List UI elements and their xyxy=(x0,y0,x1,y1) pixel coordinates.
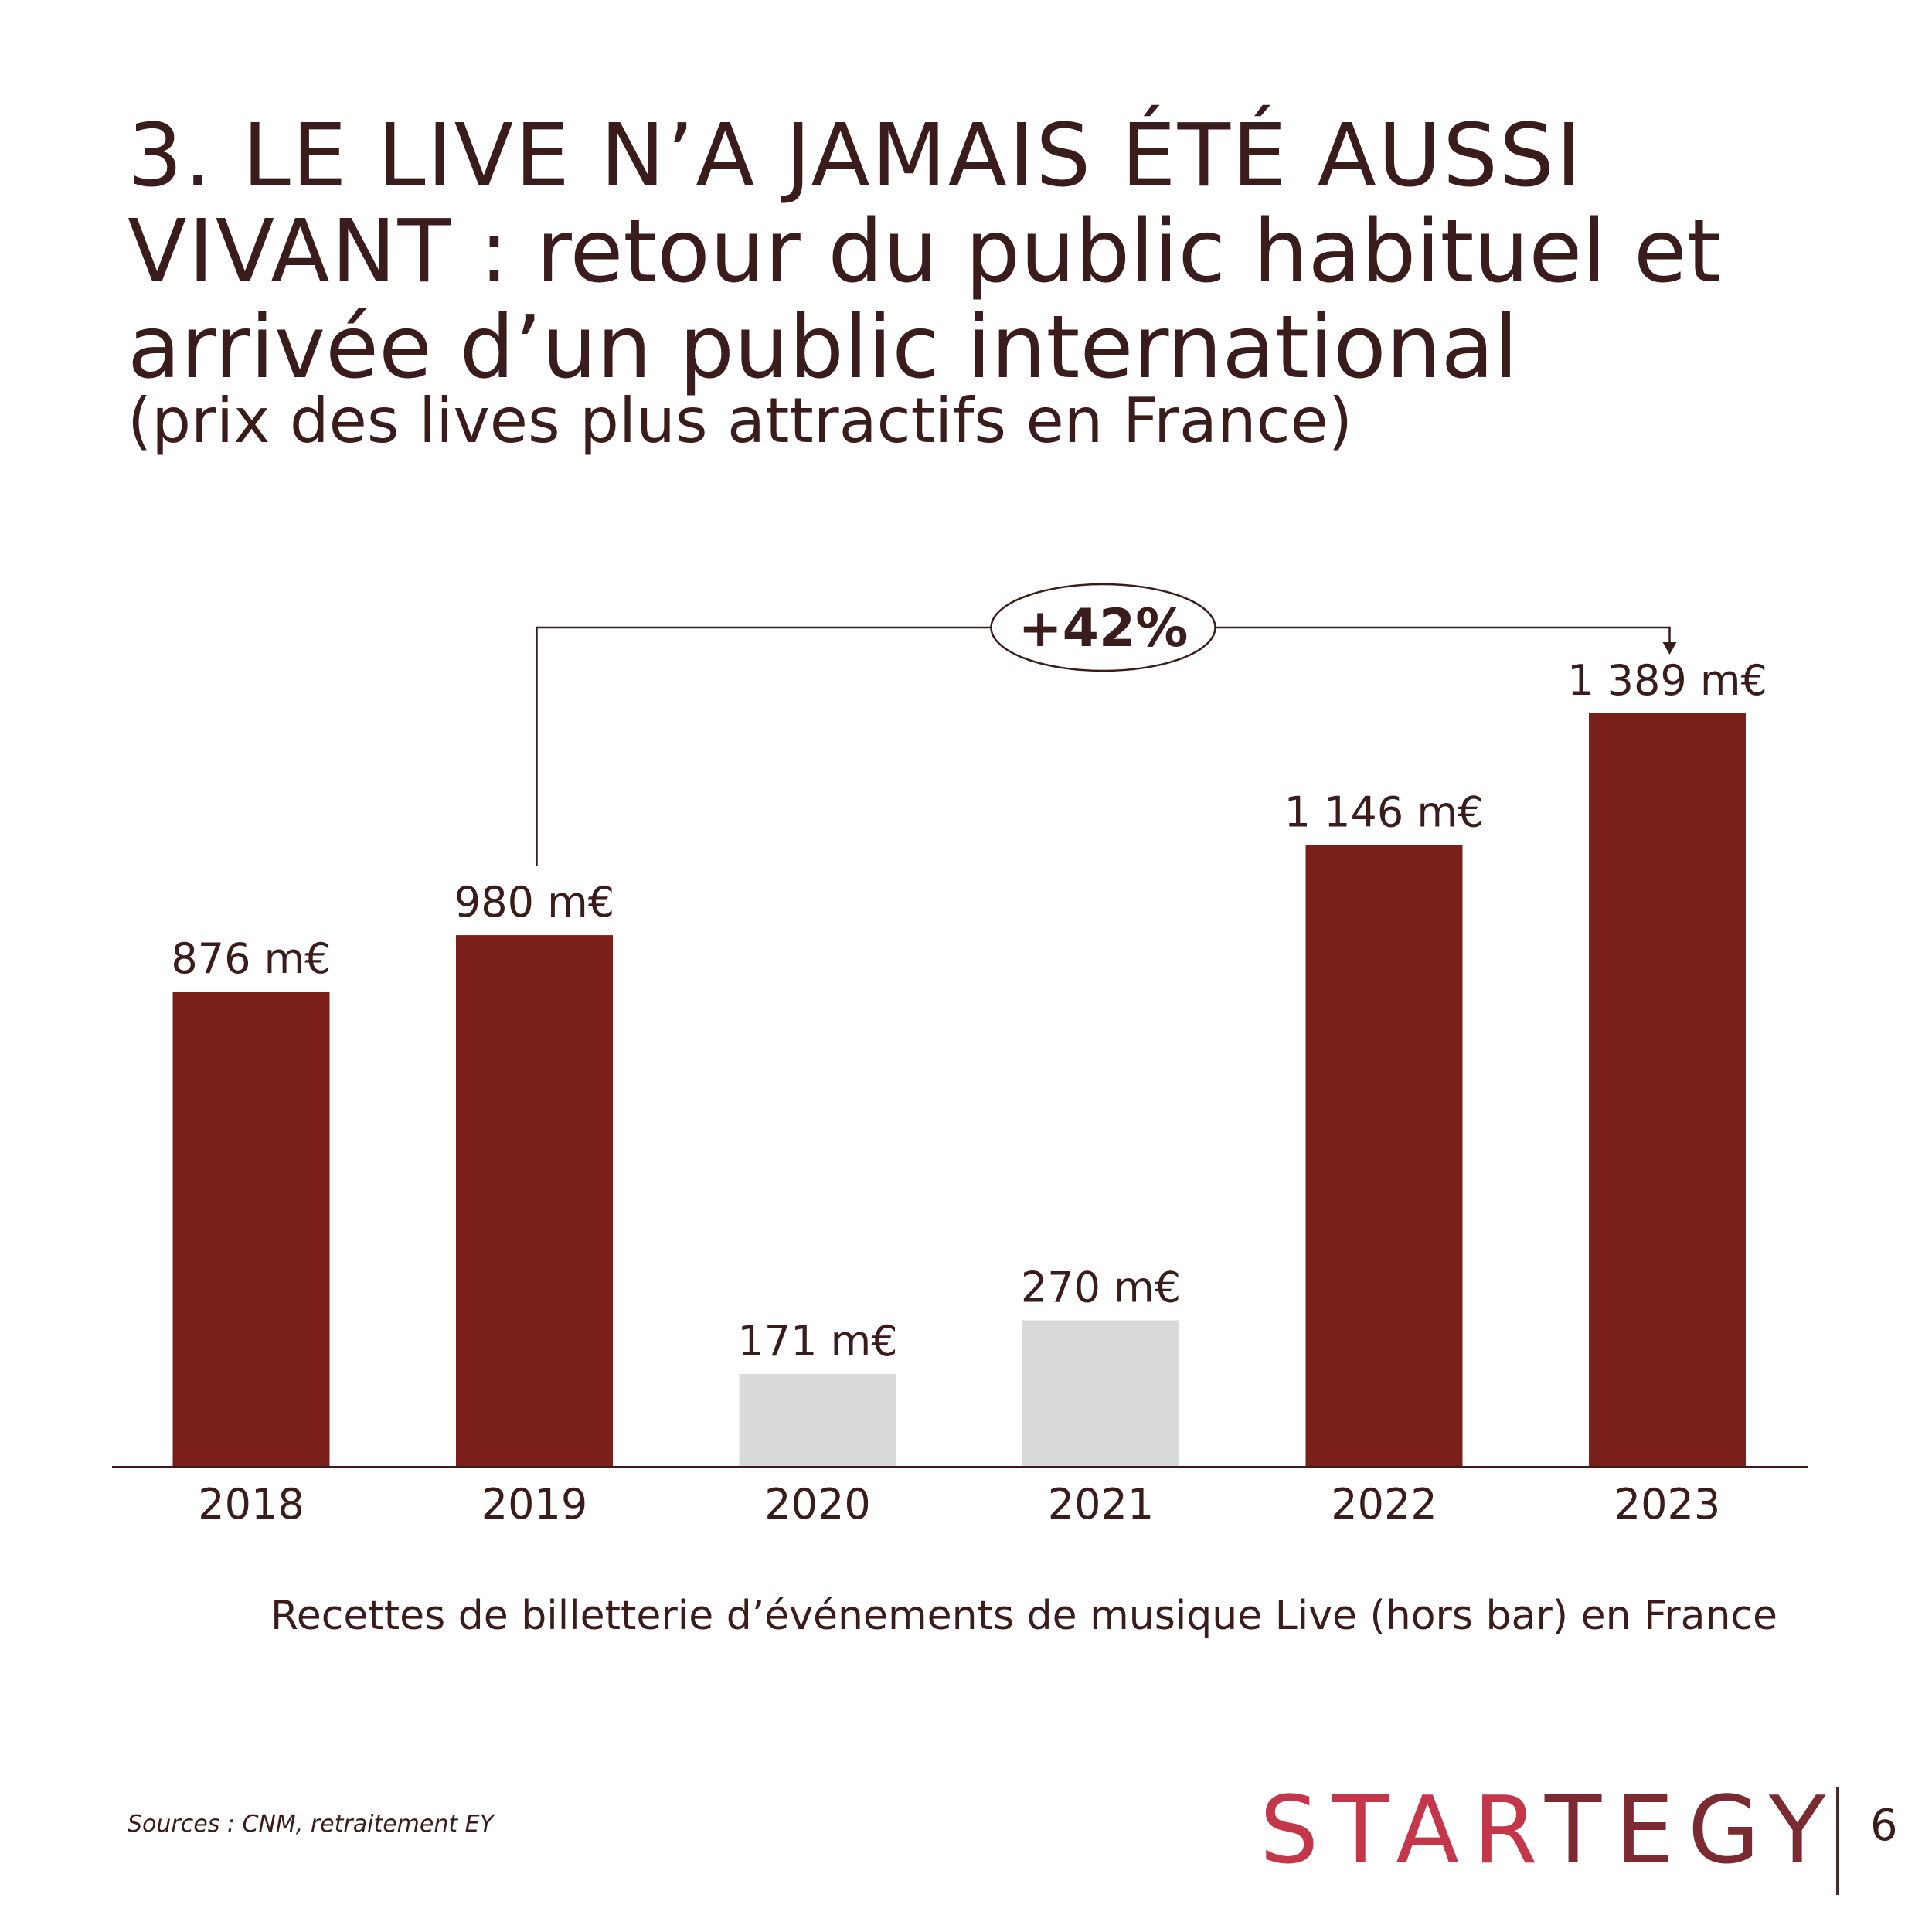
bar-2021 xyxy=(1022,1320,1179,1467)
data-label-2019: 980 m€ xyxy=(454,878,614,927)
footer-divider xyxy=(1836,1787,1839,1895)
bar-2018 xyxy=(172,992,330,1467)
chart-caption: Recettes de billetterie d’événements de … xyxy=(270,1593,1777,1639)
page-title-caps: 3. LE LIVE N’A JAMAIS ÉTÉ AUSSI VIVANT xyxy=(128,106,1583,302)
x-tick-2018: 2018 xyxy=(198,1480,304,1529)
data-label-2021: 270 m€ xyxy=(1021,1263,1181,1311)
data-label-2023: 1 389 m€ xyxy=(1567,656,1767,705)
startegy-logo: STARTEGY xyxy=(1260,1777,1839,1886)
bar-2019 xyxy=(456,935,613,1467)
bar-chart: 876 m€ 2018 980 m€ 2019 171 m€ 2020 270 m€ 2021… xyxy=(112,583,1808,1529)
data-label-2018: 876 m€ xyxy=(171,934,331,983)
growth-arrow-head xyxy=(1662,642,1677,655)
page-title: 3. LE LIVE N’A JAMAIS ÉTÉ AUSSI VIVANT :… xyxy=(128,108,1866,396)
x-tick-2019: 2019 xyxy=(481,1480,587,1529)
x-tick-2021: 2021 xyxy=(1048,1480,1154,1529)
data-label-2020: 171 m€ xyxy=(737,1317,897,1366)
x-tick-2022: 2022 xyxy=(1331,1480,1437,1529)
page-title-rest: : retour du public habituel et arrivée d… xyxy=(128,202,1721,398)
page-number: 6 xyxy=(1870,1801,1898,1851)
data-label-2022: 1 146 m€ xyxy=(1284,788,1485,837)
logo-part-red: STAR xyxy=(1260,1777,1545,1885)
page-subtitle: (prix des lives plus attractifs en Franc… xyxy=(128,385,1353,457)
growth-badge xyxy=(990,583,1216,672)
x-tick-2020: 2020 xyxy=(764,1480,870,1529)
logo-part-dark: TEGY xyxy=(1544,1777,1840,1885)
growth-label: +42% xyxy=(1019,598,1189,659)
bar-2022 xyxy=(1305,845,1463,1467)
source-note: Sources : CNM, retraitement EY xyxy=(128,1811,494,1838)
bar-2020 xyxy=(739,1373,896,1467)
bar-2023 xyxy=(1589,713,1746,1467)
x-tick-2023: 2023 xyxy=(1614,1480,1720,1529)
